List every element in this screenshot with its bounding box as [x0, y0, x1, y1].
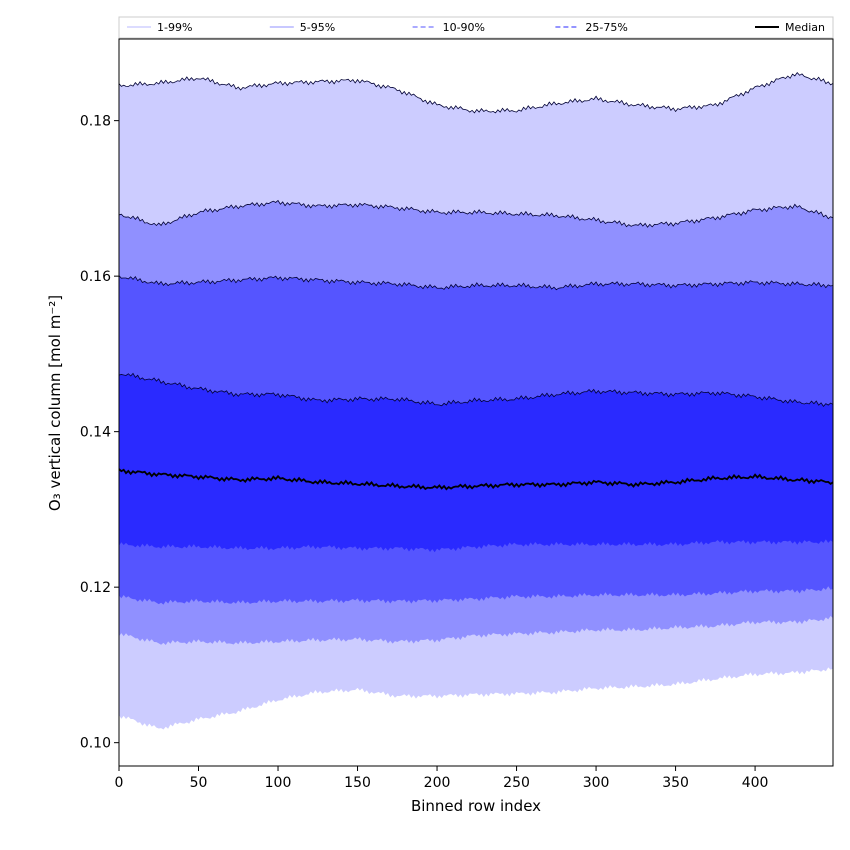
- band-25-75%-fill: [119, 373, 833, 553]
- x-tick-label-350: 350: [662, 775, 689, 791]
- band-10-90%-upper-line: [118, 275, 834, 291]
- legend: 1-99% 5-95% 10-90% 25-75% Median: [118, 16, 834, 39]
- y-axis-label: O₃ vertical column [mol m⁻²]: [46, 295, 64, 511]
- band-1-99%-upper-line: [118, 72, 834, 114]
- x-tick-label-200: 200: [424, 775, 451, 791]
- x-tick-label-100: 100: [265, 775, 292, 791]
- legend-box: [118, 16, 834, 39]
- x-tick-label-150: 150: [344, 775, 371, 791]
- legend-label-0: 1-99%: [157, 21, 192, 34]
- y-tick-label-0: 0.10: [80, 736, 111, 752]
- band-25-75%-upper-line: [118, 372, 834, 408]
- legend-label-4: Median: [785, 21, 825, 34]
- x-tick-label-0: 0: [115, 775, 124, 791]
- x-tick-label-400: 400: [742, 775, 769, 791]
- y-tick-label-2: 0.14: [80, 425, 111, 441]
- x-tick-label-300: 300: [583, 775, 610, 791]
- legend-label-3: 25-75%: [585, 21, 627, 34]
- y-tick-label-1: 0.12: [80, 580, 111, 596]
- legend-label-1: 5-95%: [300, 21, 335, 34]
- x-tick-label-250: 250: [503, 775, 530, 791]
- x-tick-label-50: 50: [190, 775, 208, 791]
- axes-frame: [118, 38, 834, 767]
- x-axis: 0 50 100 150 200 250 300 350 400: [115, 766, 769, 791]
- y-axis: 0.10 0.12 0.14 0.16 0.18: [80, 114, 119, 752]
- x-axis-label: Binned row index: [411, 797, 541, 815]
- legend-label-2: 10-90%: [443, 21, 485, 34]
- y-tick-label-3: 0.16: [80, 269, 111, 285]
- y-tick-label-4: 0.18: [80, 114, 111, 130]
- plot-area: [118, 72, 834, 730]
- band-5-95%-upper-line: [118, 199, 834, 228]
- median-line: [118, 468, 834, 491]
